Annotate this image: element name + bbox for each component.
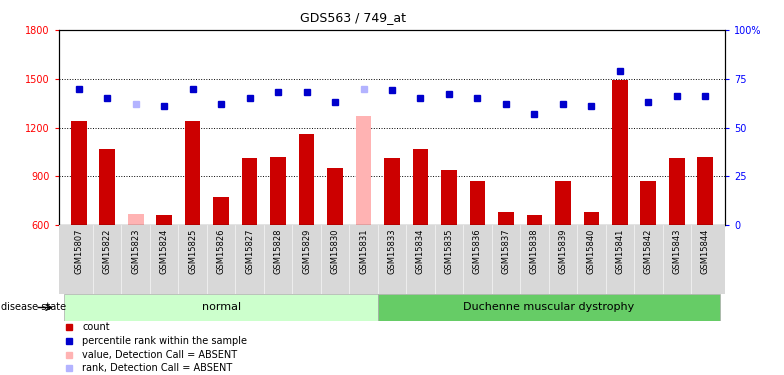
- Bar: [71, 121, 86, 225]
- Bar: [441, 170, 457, 225]
- Bar: [156, 215, 172, 225]
- Text: GSM15822: GSM15822: [103, 228, 111, 274]
- Bar: [555, 181, 571, 225]
- Text: GDS563 / 749_at: GDS563 / 749_at: [299, 11, 406, 24]
- Bar: [327, 168, 343, 225]
- Bar: [185, 121, 201, 225]
- Text: percentile rank within the sample: percentile rank within the sample: [82, 336, 247, 346]
- Text: GSM15807: GSM15807: [74, 228, 83, 274]
- Text: GSM15834: GSM15834: [416, 228, 425, 274]
- Bar: [612, 80, 628, 225]
- Text: count: count: [82, 322, 110, 332]
- Text: GSM15840: GSM15840: [587, 228, 596, 274]
- Bar: [356, 116, 372, 225]
- Text: GSM15831: GSM15831: [359, 228, 368, 274]
- Text: GSM15826: GSM15826: [216, 228, 226, 274]
- Text: GSM15833: GSM15833: [387, 228, 397, 274]
- Text: GSM15838: GSM15838: [530, 228, 539, 274]
- Bar: [213, 197, 229, 225]
- Text: GSM15824: GSM15824: [160, 228, 169, 274]
- Text: GSM15829: GSM15829: [302, 228, 311, 274]
- Bar: [270, 157, 286, 225]
- Bar: [100, 148, 115, 225]
- Text: GSM15835: GSM15835: [445, 228, 453, 274]
- Text: GSM15837: GSM15837: [502, 228, 510, 274]
- Bar: [128, 214, 143, 225]
- Text: GSM15843: GSM15843: [673, 228, 681, 274]
- Bar: [378, 294, 720, 321]
- Text: GSM15828: GSM15828: [274, 228, 282, 274]
- Text: GSM15841: GSM15841: [615, 228, 624, 274]
- Bar: [583, 212, 599, 225]
- Bar: [527, 215, 543, 225]
- Bar: [470, 181, 485, 225]
- Text: GSM15823: GSM15823: [131, 228, 140, 274]
- Text: GSM15842: GSM15842: [644, 228, 653, 274]
- Text: GSM15836: GSM15836: [473, 228, 482, 274]
- Bar: [384, 158, 400, 225]
- Text: normal: normal: [201, 303, 241, 312]
- Text: GSM15825: GSM15825: [188, 228, 197, 274]
- Text: disease state: disease state: [1, 303, 66, 312]
- Bar: [698, 157, 713, 225]
- Bar: [64, 294, 378, 321]
- Bar: [641, 181, 656, 225]
- Text: GSM15844: GSM15844: [701, 228, 710, 274]
- Text: value, Detection Call = ABSENT: value, Detection Call = ABSENT: [82, 350, 238, 360]
- Bar: [412, 148, 428, 225]
- Text: GSM15839: GSM15839: [558, 228, 568, 274]
- Text: rank, Detection Call = ABSENT: rank, Detection Call = ABSENT: [82, 363, 232, 373]
- Bar: [241, 158, 257, 225]
- Text: GSM15830: GSM15830: [331, 228, 339, 274]
- Bar: [669, 158, 684, 225]
- Text: GSM15827: GSM15827: [245, 228, 254, 274]
- Bar: [299, 134, 314, 225]
- Bar: [498, 212, 514, 225]
- Text: Duchenne muscular dystrophy: Duchenne muscular dystrophy: [463, 303, 634, 312]
